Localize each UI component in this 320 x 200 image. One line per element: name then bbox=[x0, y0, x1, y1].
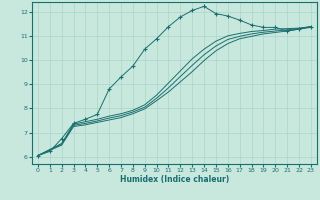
X-axis label: Humidex (Indice chaleur): Humidex (Indice chaleur) bbox=[120, 175, 229, 184]
